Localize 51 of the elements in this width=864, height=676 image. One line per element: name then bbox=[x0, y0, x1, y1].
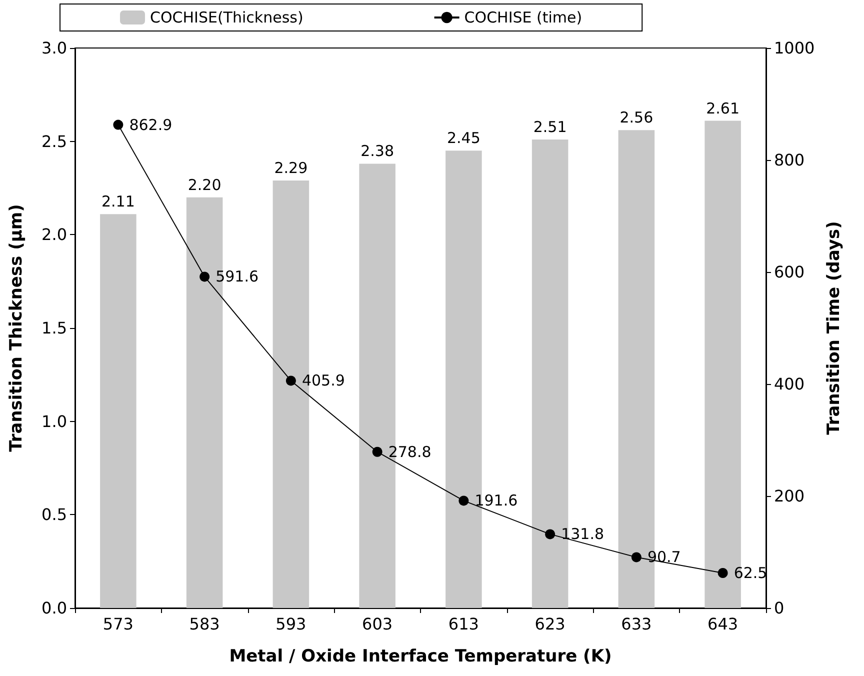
y2-tick-label: 400 bbox=[774, 374, 805, 394]
legend-label: COCHISE(Thickness) bbox=[150, 8, 304, 26]
point bbox=[458, 496, 469, 506]
y-tick-label: 1.0 bbox=[42, 412, 67, 431]
x-tick-label: 633 bbox=[621, 614, 652, 634]
data-label: 191.6 bbox=[474, 492, 518, 510]
y-tick-label: 2.5 bbox=[42, 132, 67, 151]
y-tick-label: 0.0 bbox=[42, 598, 67, 618]
data-label: 2.29 bbox=[274, 159, 308, 178]
point bbox=[113, 120, 124, 130]
y-tick-label: 1.5 bbox=[42, 318, 67, 338]
point bbox=[200, 272, 210, 282]
data-label: 131.8 bbox=[561, 525, 604, 544]
point bbox=[545, 529, 556, 540]
y-tick-label: 0.5 bbox=[42, 505, 67, 524]
data-label: 862.9 bbox=[129, 116, 172, 134]
point bbox=[286, 376, 296, 386]
y2-tick-label: 1000 bbox=[774, 38, 815, 58]
data-label: 278.8 bbox=[388, 442, 432, 461]
y2-tick-label: 600 bbox=[774, 262, 805, 282]
x-tick-label: 613 bbox=[448, 614, 479, 634]
data-label: 2.56 bbox=[620, 108, 654, 127]
data-label: 2.45 bbox=[446, 129, 480, 148]
data-label: 591.6 bbox=[216, 268, 259, 286]
x-tick-label: 593 bbox=[276, 614, 306, 634]
data-label: 2.20 bbox=[188, 176, 222, 194]
y-axis-title: Transition Thickness (μm) bbox=[6, 204, 26, 452]
data-label: 2.38 bbox=[360, 142, 394, 160]
y-tick-label: 3.0 bbox=[42, 38, 67, 58]
data-label: 90.7 bbox=[647, 548, 681, 566]
y2-tick-label: 800 bbox=[774, 150, 805, 170]
y2-tick-label: 200 bbox=[774, 486, 805, 506]
x-tick-label: 623 bbox=[534, 614, 566, 634]
legend-label: COCHISE (time) bbox=[464, 8, 582, 26]
data-label: 2.51 bbox=[533, 118, 567, 136]
data-label: 62.5 bbox=[734, 564, 768, 582]
data-label: 405.9 bbox=[302, 372, 345, 390]
y-tick-label: 2.0 bbox=[42, 225, 67, 244]
x-tick-label: 603 bbox=[362, 614, 393, 634]
y2-axis-title: Transition Time (days) bbox=[824, 221, 844, 435]
y2-tick-label: 0 bbox=[774, 598, 784, 618]
x-tick-label: 583 bbox=[189, 614, 220, 634]
x-tick-label: 643 bbox=[708, 614, 738, 634]
point bbox=[718, 568, 728, 578]
data-label: 2.11 bbox=[101, 192, 135, 211]
x-axis-title: Metal / Oxide Interface Temperature (K) bbox=[229, 646, 612, 666]
data-label: 2.61 bbox=[706, 99, 740, 118]
x-tick-label: 573 bbox=[102, 614, 134, 634]
point bbox=[631, 552, 642, 562]
bar bbox=[100, 214, 136, 608]
point bbox=[372, 446, 382, 457]
